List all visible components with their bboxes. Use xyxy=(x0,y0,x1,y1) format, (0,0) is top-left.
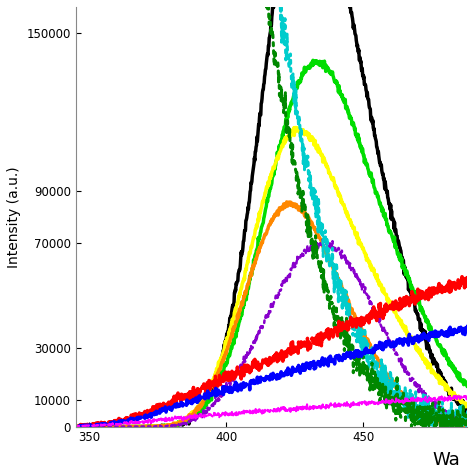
Text: Wa: Wa xyxy=(432,451,460,469)
Y-axis label: Intensity (a.u.): Intensity (a.u.) xyxy=(7,166,21,268)
